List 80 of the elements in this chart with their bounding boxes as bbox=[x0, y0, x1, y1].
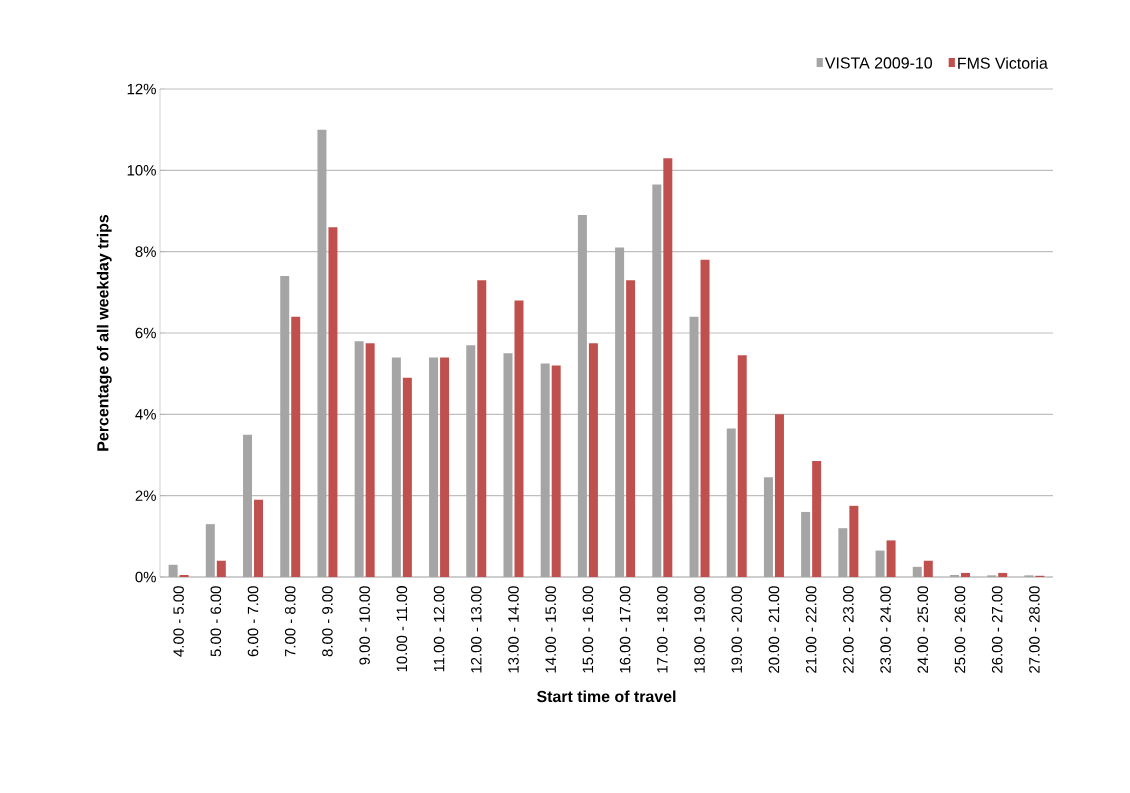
y-tick-label: 10% bbox=[127, 165, 156, 176]
bar bbox=[923, 560, 933, 577]
legend-label: FMS Victoria bbox=[958, 57, 1048, 69]
bar bbox=[179, 574, 189, 577]
bar bbox=[912, 566, 922, 577]
y-axis-title: Percentage of all weekday trips bbox=[96, 214, 112, 451]
x-tick-label: 17.00 - 18.00 bbox=[657, 586, 668, 673]
bar bbox=[402, 377, 412, 577]
x-tick-label: 11.00 - 12.00 bbox=[433, 586, 445, 672]
x-tick-label: 15.00 - 16.00 bbox=[582, 586, 594, 673]
bar bbox=[626, 280, 636, 577]
bar bbox=[763, 477, 773, 577]
bar bbox=[960, 572, 970, 577]
x-tick-label: 20.00 - 21.00 bbox=[768, 586, 780, 673]
bar bbox=[503, 353, 513, 577]
bar bbox=[551, 365, 561, 577]
bar bbox=[365, 343, 375, 577]
y-tick-label: 2% bbox=[135, 490, 156, 501]
x-tick-label: 8.00 - 9.00 bbox=[322, 586, 333, 657]
x-axis-title: Start time of travel bbox=[536, 690, 676, 703]
bar bbox=[540, 363, 550, 577]
x-tick-label: 4.00 - 5.00 bbox=[173, 586, 184, 657]
bar bbox=[466, 345, 476, 577]
bar bbox=[726, 428, 736, 577]
x-tick-label: 5.00 - 6.00 bbox=[210, 586, 222, 657]
bar bbox=[737, 355, 747, 577]
x-tick-label: 23.00 - 24.00 bbox=[880, 586, 891, 673]
bar bbox=[243, 434, 253, 577]
bar bbox=[801, 511, 811, 577]
y-tick-label: 0% bbox=[135, 571, 156, 583]
bar bbox=[216, 560, 226, 577]
y-tick-label: 12% bbox=[127, 83, 156, 95]
bar bbox=[849, 505, 859, 577]
bar bbox=[998, 572, 1008, 577]
bar bbox=[652, 184, 662, 577]
bar bbox=[280, 276, 290, 577]
bar bbox=[254, 499, 264, 577]
bar bbox=[886, 540, 896, 577]
bar bbox=[689, 316, 699, 577]
y-tick-label: 4% bbox=[135, 409, 156, 420]
bar bbox=[700, 259, 710, 577]
bar bbox=[663, 158, 673, 577]
bar bbox=[838, 528, 848, 577]
bar bbox=[328, 227, 338, 577]
legend-label: VISTA 2009-10 bbox=[824, 57, 933, 69]
x-tick-label: 19.00 - 20.00 bbox=[731, 586, 743, 673]
x-tick-label: 21.00 - 22.00 bbox=[805, 586, 817, 673]
bar bbox=[391, 357, 401, 577]
bar bbox=[354, 341, 364, 577]
x-tick-label: 24.00 - 25.00 bbox=[917, 586, 929, 673]
bar bbox=[577, 215, 587, 577]
bar bbox=[615, 247, 625, 577]
y-tick-label: 6% bbox=[135, 327, 156, 339]
x-tick-label: 26.00 - 27.00 bbox=[991, 586, 1003, 673]
x-tick-label: 14.00 - 15.00 bbox=[545, 586, 556, 673]
x-tick-label: 18.00 - 19.00 bbox=[694, 586, 705, 673]
bar bbox=[429, 357, 439, 577]
bar bbox=[514, 300, 524, 577]
x-tick-label: 12.00 - 13.00 bbox=[470, 586, 482, 673]
bar bbox=[774, 414, 784, 577]
x-tick-label: 9.00 - 10.00 bbox=[359, 586, 370, 665]
bar bbox=[168, 564, 178, 577]
bar bbox=[812, 461, 822, 577]
y-tick-label: 8% bbox=[135, 246, 156, 257]
bar bbox=[477, 280, 487, 577]
x-tick-label: 16.00 - 17.00 bbox=[619, 586, 631, 673]
x-tick-label: 10.00 - 11.00 bbox=[396, 586, 408, 672]
bar bbox=[588, 343, 598, 577]
bar bbox=[875, 550, 885, 577]
bar bbox=[440, 357, 450, 577]
x-tick-label: 7.00 - 8.00 bbox=[284, 586, 296, 657]
bar bbox=[291, 316, 301, 577]
x-tick-label: 27.00 - 28.00 bbox=[1029, 586, 1040, 673]
x-tick-label: 13.00 - 14.00 bbox=[508, 586, 519, 673]
bar bbox=[317, 129, 327, 577]
x-tick-label: 25.00 - 26.00 bbox=[954, 586, 966, 673]
x-tick-label: 22.00 - 23.00 bbox=[843, 586, 854, 673]
bar bbox=[949, 574, 959, 577]
bar bbox=[205, 524, 215, 577]
x-tick-label: 6.00 - 7.00 bbox=[247, 586, 259, 657]
